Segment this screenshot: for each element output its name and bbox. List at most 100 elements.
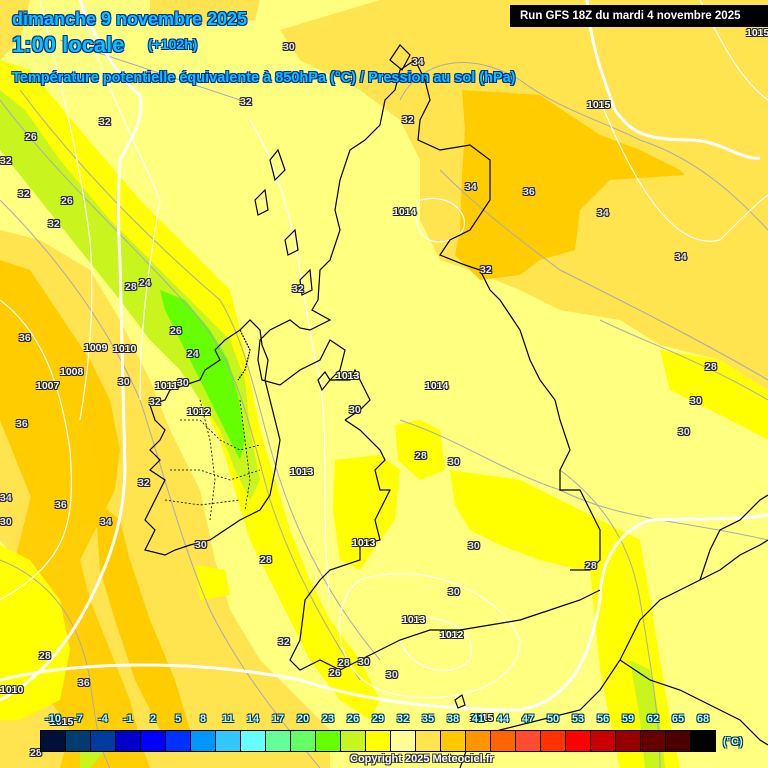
color-scale-tick: 59: [621, 713, 635, 725]
temperature-label: 34: [675, 251, 687, 263]
color-scale-swatch: [541, 731, 566, 751]
color-scale-swatch: [391, 731, 416, 751]
color-scale-tick: 44: [496, 713, 510, 725]
color-scale-swatch: [641, 731, 666, 751]
pressure-label: 1015: [746, 27, 768, 39]
temperature-label: 32: [18, 188, 30, 200]
temperature-label: 30: [283, 41, 295, 53]
temperature-label: 32: [480, 264, 492, 276]
temperature-label: 26: [329, 667, 341, 679]
temperature-label: 32: [402, 114, 414, 126]
forecast-time: 1:00 locale: [12, 32, 125, 57]
color-scale-tick: 41: [471, 713, 485, 725]
pressure-label: 1014: [393, 206, 417, 218]
color-scale-swatch: [491, 731, 516, 751]
temperature-label: 36: [19, 332, 31, 344]
temperature-label: 36: [78, 677, 90, 689]
color-scale-swatch: [266, 731, 291, 751]
temperature-label: 28: [585, 560, 597, 572]
temperature-label: 24: [139, 277, 151, 289]
color-scale-swatch: [41, 731, 66, 751]
pressure-label: 1012: [440, 629, 464, 641]
color-scale-unit: (°C): [723, 736, 743, 748]
color-scale-tick: 32: [396, 713, 410, 725]
temperature-label: 32: [138, 477, 150, 489]
pressure-label: 1013: [336, 370, 360, 382]
color-scale-tick: 47: [521, 713, 535, 725]
parameter-title: Température potentielle équivalente à 85…: [12, 70, 516, 86]
color-scale-tick: 2: [149, 713, 157, 725]
temperature-label: 34: [100, 516, 112, 528]
isotherm-lines: [0, 39, 768, 768]
color-scale-swatch: [341, 731, 366, 751]
pressure-label: 1009: [84, 342, 108, 354]
color-scale-swatch: [616, 731, 641, 751]
color-scale-swatch: [691, 731, 715, 751]
color-scale-tick: 68: [696, 713, 710, 725]
temperature-label: 32: [48, 218, 60, 230]
pressure-label: 1013: [290, 466, 314, 478]
color-scale-swatch: [241, 731, 266, 751]
temperature-label: 30: [678, 426, 690, 438]
color-scale-tick: 8: [199, 713, 207, 725]
color-scale-swatch: [216, 731, 241, 751]
color-scale-bar: [40, 730, 716, 752]
color-scale-tick: 65: [671, 713, 685, 725]
forecast-lead-hours: (+102h): [148, 36, 198, 52]
color-scale-swatch: [366, 731, 391, 751]
color-scale-swatch: [316, 731, 341, 751]
color-scale-tick: -1: [123, 713, 133, 725]
temperature-label: 30: [468, 540, 480, 552]
temperature-label: 30: [386, 669, 398, 681]
color-scale-swatch: [566, 731, 591, 751]
color-scale-tick: -7: [73, 713, 83, 725]
pressure-label: 1015: [50, 716, 74, 728]
pressure-label: 1010: [0, 684, 24, 696]
temperature-label: 28: [30, 747, 42, 759]
temperature-label: 30: [358, 656, 370, 668]
color-scale-swatch: [116, 731, 141, 751]
temperature-label: 32: [99, 116, 111, 128]
color-scale-swatch: [291, 731, 316, 751]
temperature-label: 32: [0, 155, 12, 167]
color-scale-swatch: [466, 731, 491, 751]
temperature-label: 32: [240, 96, 252, 108]
color-scale-tick: 62: [646, 713, 660, 725]
color-scale-swatch: [666, 731, 691, 751]
temperature-label: 30: [195, 539, 207, 551]
color-scale-swatch: [416, 731, 441, 751]
temperature-label: 30: [349, 404, 361, 416]
temperature-label: 32: [278, 636, 290, 648]
temperature-label: 28: [338, 657, 350, 669]
temperature-label: 26: [25, 131, 37, 143]
temperature-label: 34: [412, 56, 424, 68]
temperature-label: 36: [16, 418, 28, 430]
color-scale-tick: 50: [546, 713, 560, 725]
color-scale-swatch: [516, 731, 541, 751]
color-scale-tick: 14: [246, 713, 260, 725]
temperature-label: 28: [125, 281, 137, 293]
pressure-label: 1010: [113, 343, 137, 355]
color-scale-tick: -10: [45, 713, 61, 725]
temperature-label: 30: [690, 395, 702, 407]
pressure-label: 1012: [187, 406, 211, 418]
color-scale-tick: 11: [222, 713, 234, 725]
theta-e-34-area: [0, 90, 685, 768]
color-scale-swatch: [441, 731, 466, 751]
temperature-label: 32: [292, 283, 304, 295]
temperature-label: 28: [260, 554, 272, 566]
color-scale-tick: -4: [98, 713, 108, 725]
temperature-label: 30: [0, 516, 12, 528]
pressure-label: 1013: [352, 537, 376, 549]
temperature-label: 30: [448, 456, 460, 468]
color-scale-tick: 56: [596, 713, 610, 725]
forecast-date: dimanche 9 novembre 2025: [12, 9, 248, 29]
color-scale-swatch: [166, 731, 191, 751]
color-scale-swatch: [91, 731, 116, 751]
color-scale-tick: 20: [296, 713, 310, 725]
color-scale-swatch: [141, 731, 166, 751]
temperature-label: 34: [465, 181, 477, 193]
temperature-label: 26: [61, 195, 73, 207]
color-scale-tick: 5: [174, 713, 182, 725]
